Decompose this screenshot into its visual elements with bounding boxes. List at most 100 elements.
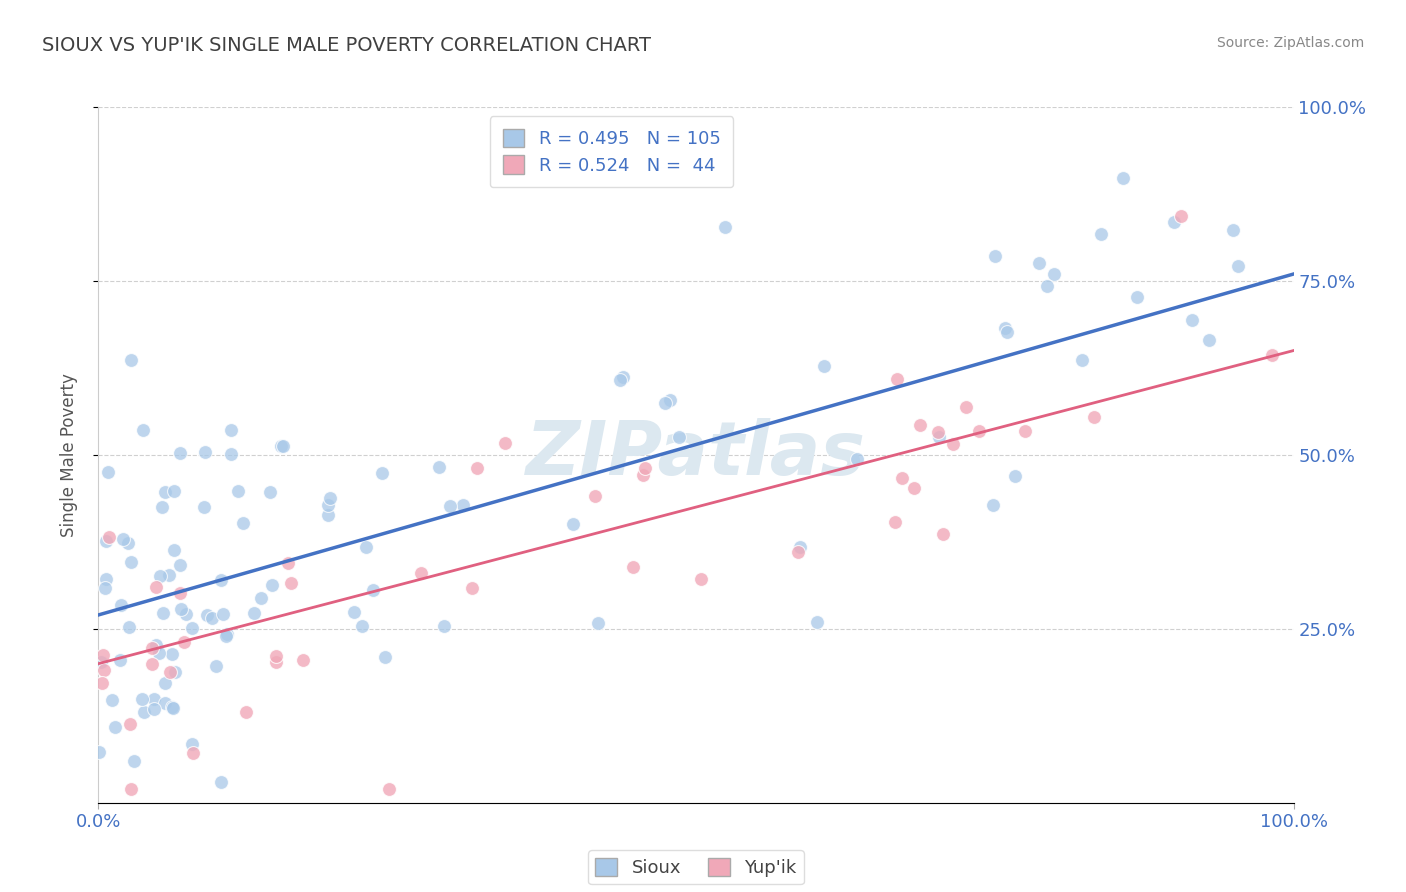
Point: [465, 460, 488, 475]
Point: [90, 676, 112, 690]
Point: [98, 530, 121, 544]
Point: [561, 516, 583, 531]
Point: [280, 576, 302, 591]
Point: [908, 417, 931, 432]
Point: [162, 700, 184, 714]
Point: [981, 498, 1004, 512]
Point: [141, 657, 163, 672]
Point: [903, 482, 925, 496]
Text: Source: ZipAtlas.com: Source: ZipAtlas.com: [1216, 36, 1364, 50]
Point: [163, 542, 186, 557]
Point: [209, 775, 232, 789]
Point: [94, 572, 117, 586]
Point: [612, 369, 634, 384]
Point: [142, 701, 165, 715]
Point: [292, 653, 315, 667]
Point: [162, 701, 184, 715]
Point: [316, 508, 339, 522]
Point: [654, 396, 676, 410]
Point: [714, 219, 737, 234]
Point: [181, 747, 204, 761]
Point: [87, 745, 110, 759]
Point: [995, 326, 1018, 340]
Point: [634, 461, 657, 475]
Point: [350, 618, 373, 632]
Point: [153, 484, 176, 499]
Point: [131, 691, 153, 706]
Point: [181, 737, 204, 751]
Point: [273, 439, 295, 453]
Point: [243, 606, 266, 620]
Point: [633, 468, 655, 483]
Point: [163, 483, 186, 498]
Point: [169, 446, 191, 460]
Point: [658, 392, 681, 407]
Point: [1028, 256, 1050, 270]
Point: [112, 533, 135, 547]
Point: [250, 591, 273, 605]
Point: [110, 598, 132, 612]
Point: [846, 451, 869, 466]
Point: [110, 653, 132, 667]
Point: [931, 527, 953, 541]
Point: [371, 466, 394, 480]
Point: [1163, 215, 1185, 229]
Point: [201, 611, 224, 625]
Point: [262, 577, 284, 591]
Point: [142, 692, 165, 706]
Point: [1198, 334, 1220, 348]
Point: [94, 581, 117, 595]
Point: [152, 606, 174, 620]
Point: [955, 400, 977, 414]
Point: [1083, 410, 1105, 425]
Point: [461, 581, 484, 595]
Point: [494, 435, 516, 450]
Point: [439, 499, 461, 513]
Point: [1226, 259, 1249, 273]
Point: [427, 460, 450, 475]
Point: [145, 580, 167, 594]
Point: [104, 720, 127, 734]
Point: [163, 665, 186, 680]
Point: [690, 572, 713, 586]
Point: [120, 555, 142, 569]
Point: [813, 359, 835, 373]
Point: [169, 558, 191, 572]
Point: [205, 659, 228, 673]
Point: [1070, 352, 1092, 367]
Point: [1126, 290, 1149, 304]
Point: [118, 620, 141, 634]
Point: [890, 470, 912, 484]
Point: [174, 607, 197, 621]
Y-axis label: Single Male Poverty: Single Male Poverty: [59, 373, 77, 537]
Point: [134, 705, 156, 719]
Point: [259, 484, 281, 499]
Point: [668, 430, 690, 444]
Point: [354, 540, 377, 554]
Point: [1180, 313, 1202, 327]
Point: [787, 545, 810, 559]
Point: [173, 635, 195, 649]
Point: [942, 437, 965, 451]
Point: [232, 516, 254, 530]
Point: [193, 500, 215, 514]
Point: [148, 646, 170, 660]
Point: [883, 516, 905, 530]
Point: [270, 440, 292, 454]
Point: [453, 498, 475, 512]
Point: [181, 621, 204, 635]
Point: [235, 705, 257, 719]
Point: [194, 444, 217, 458]
Point: [162, 648, 184, 662]
Point: [195, 608, 218, 623]
Point: [886, 372, 908, 386]
Point: [984, 249, 1007, 263]
Point: [967, 424, 990, 438]
Point: [94, 533, 117, 548]
Point: [124, 754, 146, 768]
Point: [145, 638, 167, 652]
Point: [169, 586, 191, 600]
Point: [264, 655, 287, 669]
Point: [217, 626, 239, 640]
Point: [789, 541, 811, 555]
